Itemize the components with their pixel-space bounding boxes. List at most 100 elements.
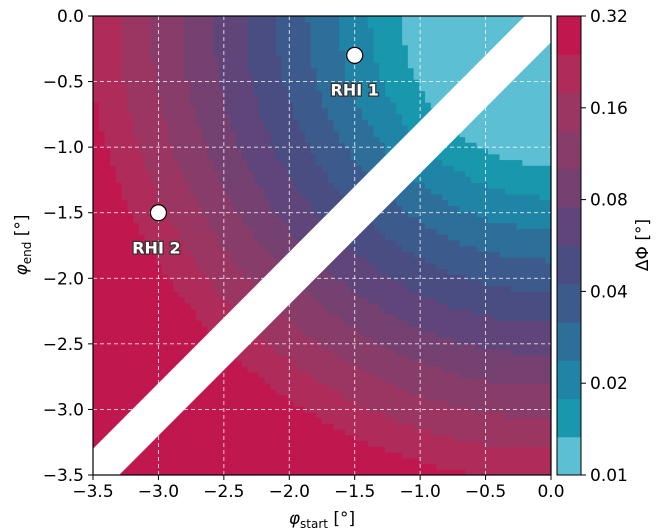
field-cell xyxy=(184,320,191,327)
field-cell xyxy=(327,44,335,52)
field-cell xyxy=(218,434,226,442)
field-cell xyxy=(379,440,386,447)
field-cell xyxy=(104,84,111,92)
field-cell xyxy=(362,153,369,161)
field-cell xyxy=(396,274,403,281)
field-cell xyxy=(207,79,214,86)
field-cell xyxy=(110,56,117,63)
field-cell xyxy=(402,211,409,218)
field-cell xyxy=(224,73,231,80)
field-cell xyxy=(367,331,375,338)
field-cell xyxy=(161,216,169,224)
field-cell xyxy=(299,50,306,57)
field-cell xyxy=(281,165,289,172)
field-cell xyxy=(173,423,180,430)
field-cell xyxy=(144,262,151,270)
field-cell xyxy=(115,314,123,321)
field-cell xyxy=(333,130,340,138)
field-cell xyxy=(218,193,226,201)
field-cell xyxy=(293,360,300,367)
field-cell xyxy=(230,279,237,287)
field-cell xyxy=(333,44,340,52)
field-cell xyxy=(184,170,191,178)
field-cell xyxy=(207,38,214,46)
field-cell xyxy=(322,360,329,367)
field-cell xyxy=(253,388,260,396)
field-cell xyxy=(299,463,306,470)
field-cell xyxy=(436,251,443,258)
field-cell xyxy=(247,348,254,356)
field-cell xyxy=(390,388,398,396)
field-cell xyxy=(150,308,157,315)
field-cell xyxy=(339,417,346,424)
field-cell xyxy=(190,469,197,475)
field-cell xyxy=(93,205,100,212)
field-cell xyxy=(407,383,415,390)
field-cell xyxy=(322,193,329,201)
field-cell xyxy=(287,308,294,315)
field-cell xyxy=(178,434,186,442)
field-cell xyxy=(402,56,409,63)
field-cell xyxy=(287,84,294,92)
field-cell xyxy=(173,354,180,361)
field-cell xyxy=(304,325,312,333)
field-cell xyxy=(304,222,312,229)
field-cell xyxy=(161,79,169,86)
field-cell xyxy=(367,314,375,321)
field-cell xyxy=(213,457,220,465)
field-cell xyxy=(167,423,174,430)
field-cell xyxy=(350,360,357,367)
field-cell xyxy=(93,354,100,361)
field-cell xyxy=(93,136,100,143)
field-cell xyxy=(407,188,415,195)
field-cell xyxy=(430,388,438,396)
field-cell xyxy=(270,188,277,195)
field-cell xyxy=(190,457,197,465)
field-cell xyxy=(115,216,123,224)
field-cell xyxy=(390,79,398,86)
field-cell xyxy=(213,188,220,195)
field-cell xyxy=(379,285,386,292)
field-cell xyxy=(115,38,123,46)
field-cell xyxy=(344,16,352,23)
field-cell xyxy=(167,457,174,465)
field-cell xyxy=(230,434,237,442)
field-cell xyxy=(270,176,277,183)
field-cell xyxy=(396,96,403,103)
field-cell xyxy=(253,417,260,424)
field-cell xyxy=(384,113,392,120)
field-cell xyxy=(287,33,294,40)
field-cell xyxy=(98,113,106,120)
field-cell xyxy=(150,320,157,327)
field-cell xyxy=(293,119,300,126)
field-cell xyxy=(339,27,346,34)
field-cell xyxy=(304,159,312,166)
field-cell xyxy=(178,268,186,275)
field-cell xyxy=(322,394,329,402)
field-cell xyxy=(259,377,266,384)
field-cell xyxy=(104,320,111,327)
field-cell xyxy=(138,44,146,52)
field-cell xyxy=(293,429,300,436)
field-cell xyxy=(425,205,432,212)
field-cell xyxy=(373,33,380,40)
field-cell xyxy=(367,429,375,436)
field-cell xyxy=(138,147,146,155)
field-cell xyxy=(339,308,346,315)
field-cell xyxy=(259,130,266,138)
field-cell xyxy=(167,463,174,470)
field-cell xyxy=(264,222,272,229)
field-cell xyxy=(293,27,300,34)
field-cell xyxy=(161,365,169,373)
field-cell xyxy=(138,320,146,327)
field-cell xyxy=(115,102,123,109)
field-cell xyxy=(350,411,357,419)
field-cell xyxy=(327,383,335,390)
field-cell xyxy=(413,228,420,235)
field-cell xyxy=(121,61,128,69)
field-cell xyxy=(201,96,209,103)
field-cell xyxy=(178,21,186,29)
field-cell xyxy=(98,331,106,338)
field-cell xyxy=(173,251,180,258)
field-cell xyxy=(230,256,237,264)
